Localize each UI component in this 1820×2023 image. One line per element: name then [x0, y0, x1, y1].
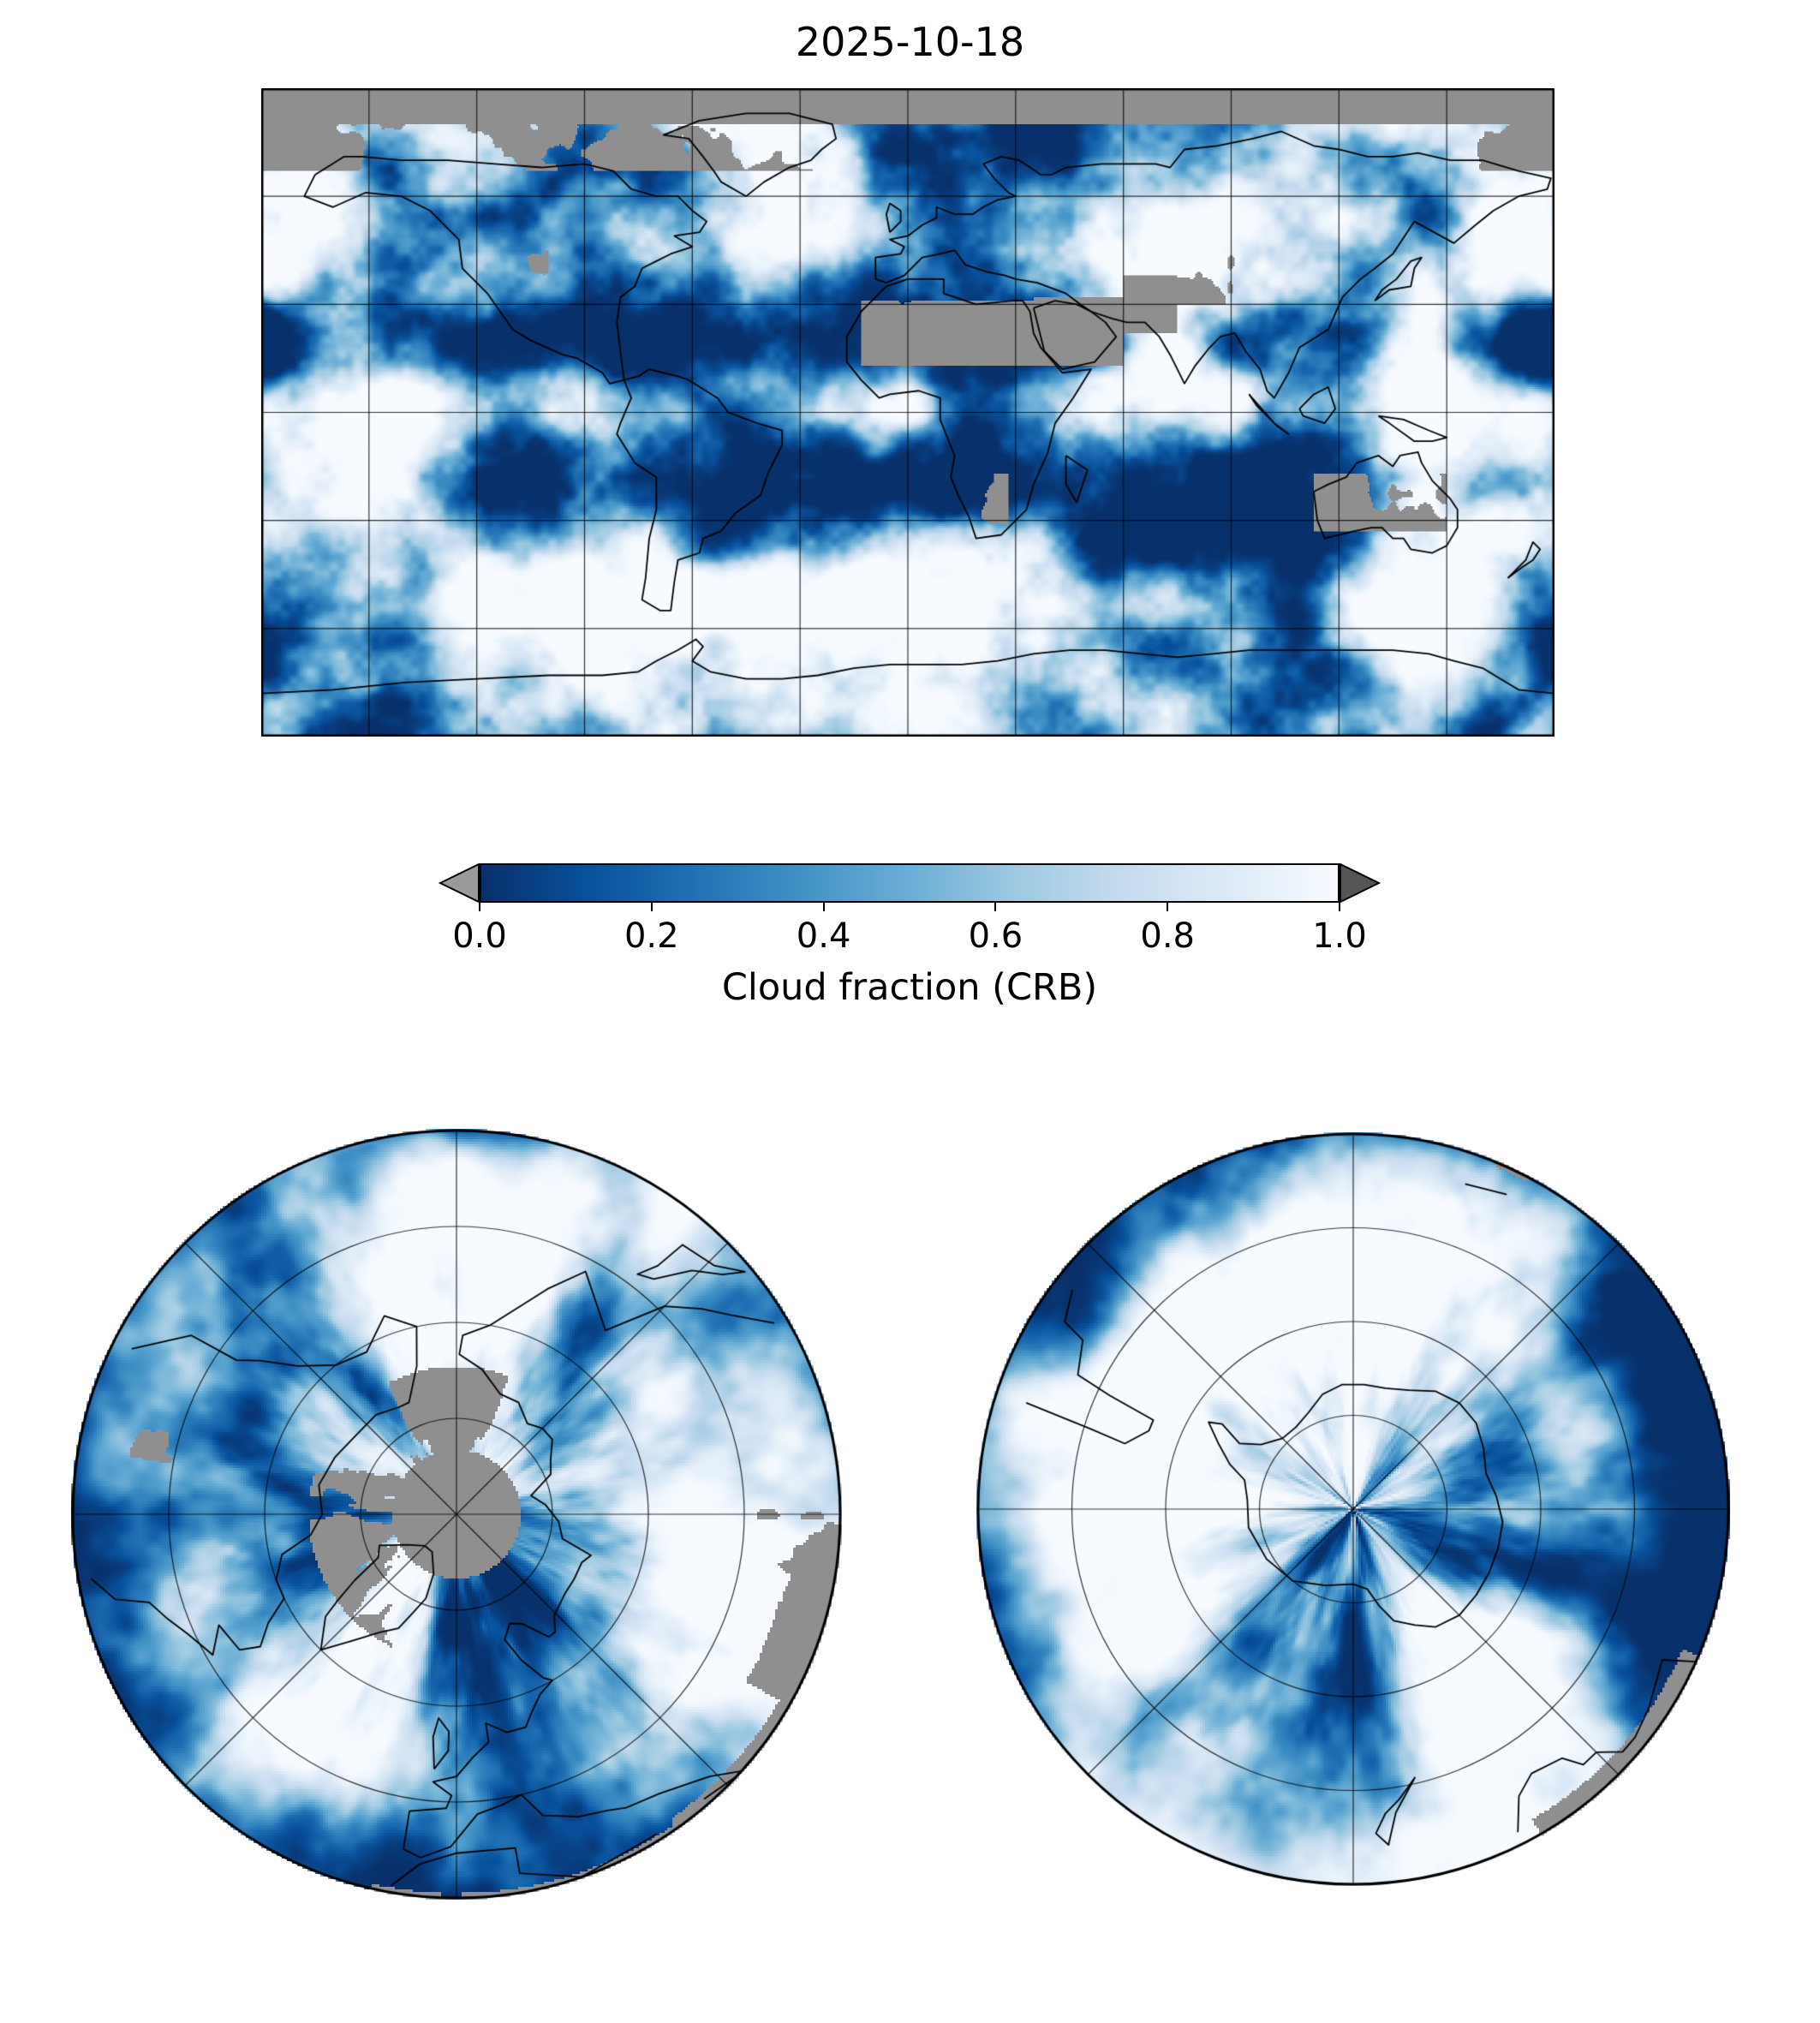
- colorbar-gradient-bar: [480, 863, 1340, 903]
- south-polar-panel: [976, 1132, 1730, 1886]
- north-polar-panel: [71, 1129, 842, 1900]
- colorbar-under-extend-arrow: [439, 863, 480, 903]
- figure-title: 2025-10-18: [795, 19, 1025, 65]
- colorbar-row: [439, 863, 1381, 903]
- south-polar-overlay: [976, 1132, 1730, 1886]
- colorbar-tick-mark: [650, 903, 653, 911]
- colorbar-tick-label: 0.2: [624, 916, 679, 956]
- colorbar-over-extend-arrow: [1340, 863, 1381, 903]
- colorbar-tick-mark: [994, 903, 997, 911]
- colorbar: 0.0 0.2 0.4 0.6 0.8 1.0 Cloud fraction (…: [439, 863, 1381, 1026]
- colorbar-tick-label: 0.4: [796, 916, 851, 956]
- colorbar-tick-mark: [822, 903, 825, 911]
- colorbar-tick-label: 0.6: [968, 916, 1023, 956]
- colorbar-tick-label: 0.0: [452, 916, 507, 956]
- north-polar-overlay: [71, 1129, 842, 1900]
- colorbar-label: Cloud fraction (CRB): [721, 966, 1098, 1009]
- global-map-overlay: [261, 88, 1554, 737]
- colorbar-tick-label: 1.0: [1312, 916, 1367, 956]
- global-map-panel: [261, 88, 1554, 737]
- colorbar-tick-marks: [479, 903, 1340, 913]
- colorbar-tick-label: 0.8: [1140, 916, 1195, 956]
- colorbar-tick-labels: 0.0 0.2 0.4 0.6 0.8 1.0: [452, 916, 1367, 959]
- colorbar-tick-mark: [1339, 903, 1340, 911]
- colorbar-tick-mark: [479, 903, 480, 911]
- colorbar-tick-mark: [1167, 903, 1169, 911]
